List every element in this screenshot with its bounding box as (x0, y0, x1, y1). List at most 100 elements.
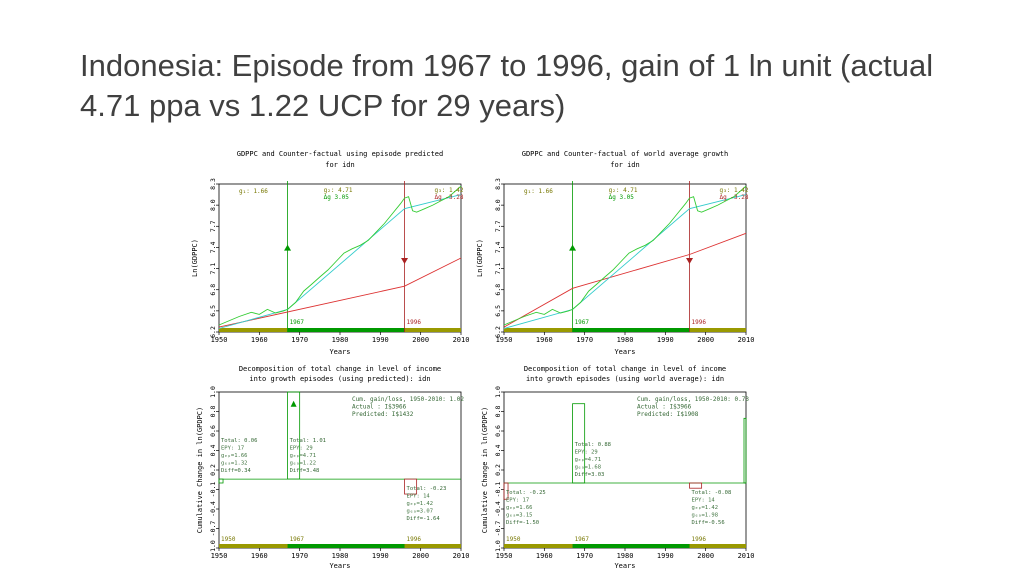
episode-3-label: EPY: 14 (692, 498, 716, 504)
y-tick-label: 6.2 (209, 326, 217, 338)
episode-3-label: gₑₐ=3.07 (407, 509, 434, 515)
episode-1-label: Diff=-1.50 (506, 520, 539, 526)
episode-bar-2 (287, 391, 301, 480)
x-axis-label: Years (614, 348, 635, 356)
episode-bar-1 (218, 478, 224, 484)
chart-title: GDPPC and Counter-factual using episode … (237, 150, 444, 158)
year-label-1996: 1996 (692, 536, 707, 543)
y-tick-label: 0.4 (209, 445, 217, 457)
x-tick-label: 2010 (738, 336, 755, 344)
episode-3-label: gₑₚ=1.42 (407, 501, 434, 507)
y-axis-label: Ln(GDPPC) (476, 239, 484, 277)
bar-chart-1: Decomposition of total change in level o… (196, 365, 469, 570)
chart-subtitle: into growth episodes (using predicted): … (249, 375, 430, 383)
y-tick-label: -1.0 (494, 540, 502, 556)
x-tick-label: 1950 (496, 552, 513, 560)
annot-year2: 1996 (692, 319, 707, 326)
counterfactual-line (503, 232, 747, 328)
x-tick-label: 1950 (496, 336, 513, 344)
annot-g1: g₁: 1.66 (524, 188, 553, 195)
x-tick-label: 1970 (291, 336, 308, 344)
episode-1-label: Diff=0.34 (221, 468, 251, 474)
x-tick-label: 1990 (657, 336, 674, 344)
y-tick-label: 7.1 (494, 263, 502, 275)
episode-1-label: EPY: 17 (506, 498, 529, 504)
episode-3-label: gₑₚ=1.42 (692, 505, 719, 511)
annot-dg3: Δg -3.28 (435, 194, 464, 201)
episode-2-label: Total: 1.01 (290, 438, 326, 444)
annot-g2: g₂: 4.71 (324, 187, 353, 194)
episode-bar (287, 328, 405, 332)
y-tick-label: 7.7 (209, 220, 217, 232)
x-tick-label: 1980 (617, 336, 634, 344)
y-tick-label: 6.5 (494, 305, 502, 317)
y-tick-label: 8.3 (209, 178, 217, 190)
year-label-1950: 1950 (506, 536, 521, 543)
y-tick-label: -0.1 (494, 482, 502, 498)
annot-year2: 1996 (407, 319, 422, 326)
x-tick-label: 2010 (738, 552, 755, 560)
annot-year1: 1967 (575, 319, 590, 326)
x-tick-label: 1990 (657, 552, 674, 560)
x-tick-label: 2000 (697, 336, 714, 344)
annot-dg3: Δg -3.28 (720, 194, 749, 201)
counterfactual-line (218, 257, 462, 328)
episode-bar (572, 544, 690, 548)
episode-bar (572, 328, 690, 332)
y-tick-label: 7.1 (209, 263, 217, 275)
y-tick-label: 8.0 (494, 199, 502, 211)
episode-bar-3 (689, 482, 703, 489)
y-tick-label: -0.4 (494, 501, 502, 517)
chart-title: GDPPC and Counter-factual of world avera… (522, 150, 729, 158)
episode-bar (287, 544, 405, 548)
x-tick-label: 1970 (576, 336, 593, 344)
plot-frame (503, 183, 747, 333)
y-tick-label: 7.4 (494, 241, 502, 253)
episode-3-label: gₑₐ=1.98 (692, 513, 719, 519)
episode-2-label: gₑₚ=4.71 (290, 453, 317, 459)
episode-1-label: gₑₚ=1.66 (221, 453, 248, 459)
y-tick-label: 0.2 (494, 464, 502, 476)
year-label-1996: 1996 (407, 536, 422, 543)
summary-line: Actual : I$3966 (637, 404, 692, 411)
final-bar (743, 417, 747, 484)
episode-bar-1 (503, 482, 509, 500)
y-tick-label: 6.8 (209, 284, 217, 296)
episode-3-label: Total: -0.23 (407, 486, 447, 492)
annot-g2: g₂: 4.71 (609, 187, 638, 194)
annot-dg2: Δg 3.05 (609, 194, 635, 201)
x-tick-label: 2000 (412, 336, 429, 344)
y-tick-label: -1.0 (209, 540, 217, 556)
x-axis-label: Years (329, 348, 350, 356)
down-arrow-icon (686, 257, 694, 264)
x-tick-label: 1970 (576, 552, 593, 560)
x-tick-label: 1980 (332, 552, 349, 560)
year-label-1967: 1967 (575, 536, 590, 543)
up-arrow-icon (284, 244, 292, 251)
x-tick-label: 2010 (453, 336, 470, 344)
x-tick-label: 1980 (617, 552, 634, 560)
y-tick-label: 0.8 (494, 406, 502, 418)
x-tick-label: 1950 (211, 552, 228, 560)
x-tick-label: 1960 (536, 336, 553, 344)
y-tick-label: 0.4 (494, 445, 502, 457)
episode-3-label: EPY: 14 (407, 494, 431, 500)
x-tick-label: 1990 (372, 552, 389, 560)
y-tick-label: 0.6 (209, 425, 217, 437)
actual-line (503, 185, 747, 326)
y-tick-label: -0.7 (494, 521, 502, 537)
annot-dg2: Δg 3.05 (324, 194, 350, 201)
episode-2-label: gₑₚ=4.71 (575, 457, 602, 463)
episode-3-label: Diff=-1.64 (407, 516, 441, 522)
line-chart-1: GDPPC and Counter-factual using episode … (191, 150, 469, 356)
episode-2-label: Diff=3.48 (290, 468, 320, 474)
episode-1-label: gₑₚ=1.66 (506, 505, 533, 511)
episode-1-label: Total: 0.06 (221, 438, 257, 444)
summary-line: Predicted: I$1908 (637, 411, 699, 418)
summary-line: Actual : I$3966 (352, 404, 407, 411)
episode-2-label: gₑₐ=1.68 (575, 465, 602, 471)
y-tick-label: 7.7 (494, 220, 502, 232)
episode-2-label: EPY: 29 (290, 446, 313, 452)
y-tick-label: -0.4 (209, 501, 217, 517)
